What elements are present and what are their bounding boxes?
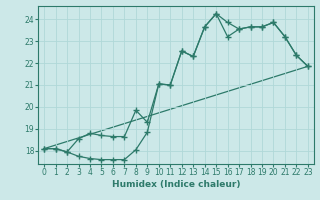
X-axis label: Humidex (Indice chaleur): Humidex (Indice chaleur) xyxy=(112,180,240,189)
